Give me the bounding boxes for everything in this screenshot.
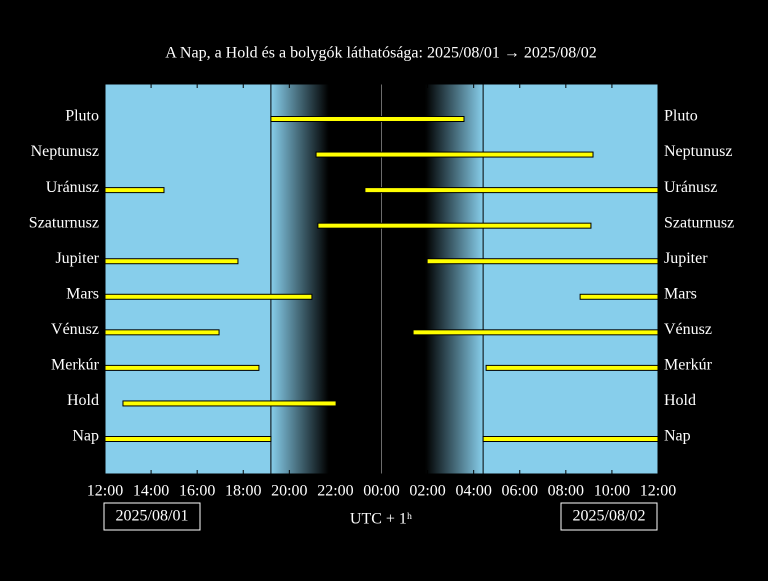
row-label: Merkúr xyxy=(664,357,713,374)
row-label: Szaturnusz xyxy=(664,214,734,231)
twilight xyxy=(270,84,329,474)
visibility-bar xyxy=(315,151,594,158)
row-label: Hold xyxy=(664,392,696,409)
visibility-bar xyxy=(104,329,220,336)
row-label: Szaturnusz xyxy=(29,214,99,231)
date-box xyxy=(560,502,658,531)
x-tick-label: 10:00 xyxy=(594,483,630,500)
chart-title: A Nap, a Hold és a bolygók láthatósága: … xyxy=(165,45,597,62)
row-label: Merkúr xyxy=(51,357,100,374)
row-label: Nap xyxy=(72,428,99,445)
row-label: Pluto xyxy=(664,108,698,125)
row-label: Vénusz xyxy=(51,321,99,338)
row-label: Jupiter xyxy=(664,250,708,267)
visibility-bar xyxy=(104,187,165,194)
plot-frame xyxy=(104,83,659,475)
visibility-bar xyxy=(485,364,659,371)
x-tick-label: 12:00 xyxy=(87,483,123,500)
row-label: Hold xyxy=(67,392,99,409)
visibility-bar xyxy=(426,258,659,265)
row-label: Neptunusz xyxy=(664,143,732,160)
visibility-bar xyxy=(104,364,260,371)
x-axis-label: UTC + 1ʰ xyxy=(350,511,412,528)
visibility-bar xyxy=(364,187,659,194)
x-tick-label: 06:00 xyxy=(502,483,538,500)
row-label: Pluto xyxy=(65,108,99,125)
row-label: Jupiter xyxy=(55,250,99,267)
twilight xyxy=(425,84,484,474)
x-tick-label: 18:00 xyxy=(225,483,261,500)
x-tick-label: 08:00 xyxy=(548,483,584,500)
visibility-bar xyxy=(270,116,465,122)
x-tick-label: 00:00 xyxy=(363,483,399,500)
x-tick-label: 02:00 xyxy=(409,483,445,500)
row-label: Mars xyxy=(664,285,697,302)
row-label: Uránusz xyxy=(46,179,99,196)
x-tick-label: 22:00 xyxy=(317,483,353,500)
date-box xyxy=(103,502,201,531)
night xyxy=(328,84,426,474)
visibility-bar xyxy=(412,329,659,336)
x-tick-label: 20:00 xyxy=(271,483,307,500)
visibility-bar xyxy=(482,436,659,442)
visibility-bar xyxy=(104,258,239,265)
row-label: Neptunusz xyxy=(31,143,99,160)
visibility-bar xyxy=(317,222,592,229)
row-label: Vénusz xyxy=(664,321,712,338)
visibility-bar xyxy=(104,436,272,442)
visibility-bar xyxy=(579,293,659,300)
row-label: Mars xyxy=(66,285,99,302)
x-tick-label: 04:00 xyxy=(455,483,491,500)
visibility-bar xyxy=(122,400,337,407)
start-date: 2025/08/01 xyxy=(116,508,189,525)
row-label: Nap xyxy=(664,428,691,445)
visibility-bar xyxy=(104,293,313,300)
row-label: Uránusz xyxy=(664,179,717,196)
x-tick-label: 14:00 xyxy=(133,483,169,500)
x-tick-label: 16:00 xyxy=(179,483,215,500)
end-date: 2025/08/02 xyxy=(573,508,646,525)
x-tick-label: 12:00 xyxy=(640,483,676,500)
